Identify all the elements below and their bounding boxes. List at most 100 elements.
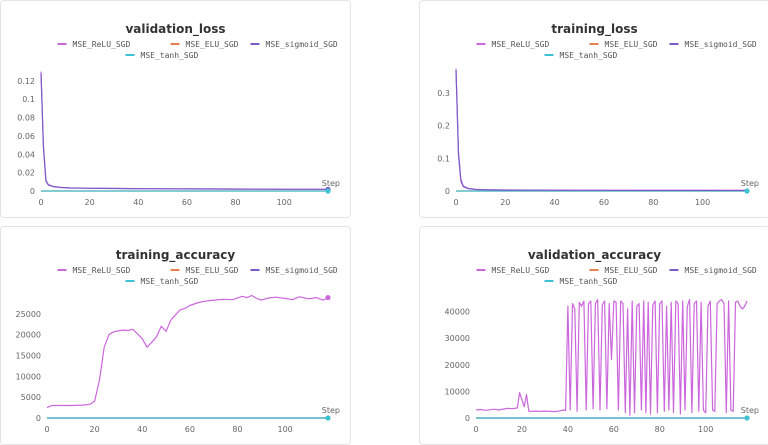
- legend-item-mse-sigmoid-sgd[interactable]: MSE_sigmoid_SGD: [669, 40, 757, 49]
- x-tick-label: 20: [85, 198, 95, 207]
- endpoint-marker-mse-tanh-sgd: [744, 188, 750, 194]
- legend-item-mse-elu-sgd[interactable]: MSE_ELU_SGD: [170, 266, 239, 275]
- y-tick-label: 10000: [16, 372, 41, 381]
- validation-loss-title: validation_loss: [125, 22, 225, 37]
- legend-label: MSE_tanh_SGD: [141, 51, 199, 60]
- y-tick-label: 0: [30, 187, 35, 196]
- y-tick-label: 0.12: [17, 77, 35, 86]
- x-tick-label: 100: [277, 425, 292, 434]
- legend-item-mse-elu-sgd[interactable]: MSE_ELU_SGD: [589, 266, 658, 275]
- legend-label: MSE_sigmoid_SGD: [685, 266, 757, 275]
- validation-loss-chart: validation_loss MSE_ReLU_SGD MSE_ELU_SGD MS…: [17, 22, 340, 207]
- x-tick-label: 100: [277, 198, 292, 207]
- endpoint-marker-mse-tanh-sgd: [744, 415, 750, 421]
- x-tick-label: 60: [182, 198, 192, 207]
- y-tick-label: 0.06: [17, 132, 35, 141]
- legend-item-mse-relu-sgd[interactable]: MSE_ReLU_SGD: [57, 266, 131, 275]
- series-line-mse-relu-sgd[interactable]: [40, 71, 329, 190]
- x-tick-label: 80: [230, 198, 240, 207]
- y-tick-label: 40000: [445, 308, 470, 317]
- legend-item-mse-tanh-sgd[interactable]: MSE_tanh_SGD: [125, 51, 199, 60]
- legend-item-mse-sigmoid-sgd[interactable]: MSE_sigmoid_SGD: [669, 266, 757, 275]
- legend-label: MSE_ReLU_SGD: [73, 40, 131, 49]
- legend-label: MSE_sigmoid_SGD: [266, 266, 338, 275]
- y-tick-label: 0.3: [437, 89, 450, 98]
- training-loss-panel[interactable]: training_loss MSE_ReLU_SGD MSE_ELU_SGD MSE_…: [419, 0, 768, 218]
- x-axis-label: Step: [322, 406, 340, 415]
- x-tick-label: 100: [695, 198, 710, 207]
- legend-item-mse-relu-sgd[interactable]: MSE_ReLU_SGD: [476, 266, 550, 275]
- y-tick-label: 0.2: [437, 122, 450, 131]
- x-tick-label: 80: [648, 198, 658, 207]
- legend-label: MSE_ReLU_SGD: [73, 266, 131, 275]
- y-tick-label: 30000: [445, 334, 470, 343]
- y-tick-label: 0: [465, 414, 470, 423]
- y-tick-label: 15000: [16, 352, 41, 361]
- y-tick-label: 20000: [445, 361, 470, 370]
- x-tick-label: 20: [500, 198, 510, 207]
- x-tick-label: 0: [453, 198, 458, 207]
- y-tick-label: 5000: [21, 393, 41, 402]
- validation-accuracy-panel[interactable]: validation_accuracy MSE_ReLU_SGD MSE_ELU_S…: [419, 226, 768, 445]
- x-tick-label: 40: [133, 198, 143, 207]
- x-tick-label: 20: [517, 425, 527, 434]
- training-accuracy-title: training_accuracy: [116, 248, 236, 263]
- training-accuracy-chart: training_accuracy MSE_ReLU_SGD MSE_ELU_SGD…: [16, 248, 340, 434]
- legend-label: MSE_ELU_SGD: [186, 266, 239, 275]
- series-line-mse-sigmoid-sgd[interactable]: [40, 73, 328, 190]
- x-tick-label: 60: [185, 425, 195, 434]
- legend-item-mse-tanh-sgd[interactable]: MSE_tanh_SGD: [544, 277, 618, 286]
- x-tick-label: 40: [550, 198, 560, 207]
- x-tick-label: 80: [232, 425, 242, 434]
- x-tick-label: 0: [473, 425, 478, 434]
- legend-label: MSE_ELU_SGD: [605, 40, 658, 49]
- series-line-mse-relu-sgd[interactable]: [475, 298, 748, 416]
- y-tick-label: 0: [445, 187, 450, 196]
- x-tick-label: 0: [44, 425, 49, 434]
- x-tick-label: 40: [563, 425, 573, 434]
- legend-item-mse-sigmoid-sgd[interactable]: MSE_sigmoid_SGD: [250, 40, 338, 49]
- validation-accuracy-chart: validation_accuracy MSE_ReLU_SGD MSE_ELU_S…: [445, 248, 759, 434]
- x-tick-label: 60: [609, 425, 619, 434]
- x-axis-label: Step: [741, 179, 759, 188]
- validation-loss-panel[interactable]: validation_loss MSE_ReLU_SGD MSE_ELU_SGD MS…: [0, 0, 351, 218]
- x-tick-label: 80: [655, 425, 665, 434]
- legend-label: MSE_ReLU_SGD: [492, 40, 550, 49]
- x-tick-label: 100: [698, 425, 713, 434]
- legend-label: MSE_ReLU_SGD: [492, 266, 550, 275]
- legend-label: MSE_sigmoid_SGD: [266, 40, 338, 49]
- legend-label: MSE_tanh_SGD: [560, 51, 618, 60]
- legend-label: MSE_sigmoid_SGD: [685, 40, 757, 49]
- x-tick-label: 60: [599, 198, 609, 207]
- legend-item-mse-sigmoid-sgd[interactable]: MSE_sigmoid_SGD: [250, 266, 338, 275]
- x-tick-label: 0: [38, 198, 43, 207]
- x-tick-label: 20: [90, 425, 100, 434]
- legend-item-mse-relu-sgd[interactable]: MSE_ReLU_SGD: [476, 40, 550, 49]
- legend-item-mse-tanh-sgd[interactable]: MSE_tanh_SGD: [544, 51, 618, 60]
- legend-label: MSE_ELU_SGD: [186, 40, 239, 49]
- y-tick-label: 0.04: [17, 150, 35, 159]
- training-loss-title: training_loss: [551, 22, 637, 37]
- x-axis-label: Step: [741, 406, 759, 415]
- series-line-mse-sigmoid-sgd[interactable]: [455, 70, 748, 192]
- endpoint-marker-mse-tanh-sgd: [325, 415, 331, 421]
- series-line-mse-relu-sgd[interactable]: [455, 68, 747, 191]
- legend-item-mse-elu-sgd[interactable]: MSE_ELU_SGD: [170, 40, 239, 49]
- endpoint-marker-mse-tanh-sgd: [325, 188, 331, 194]
- y-tick-label: 0.08: [17, 114, 35, 123]
- legend-item-mse-tanh-sgd[interactable]: MSE_tanh_SGD: [125, 277, 199, 286]
- training-accuracy-panel[interactable]: training_accuracy MSE_ReLU_SGD MSE_ELU_SGD…: [0, 226, 351, 445]
- legend-label: MSE_ELU_SGD: [605, 266, 658, 275]
- y-tick-label: 0.1: [437, 154, 450, 163]
- x-tick-label: 40: [137, 425, 147, 434]
- y-tick-label: 0.1: [22, 95, 35, 104]
- series-line-mse-relu-sgd[interactable]: [46, 294, 329, 409]
- y-tick-label: 0.02: [17, 169, 35, 178]
- x-axis-label: Step: [322, 179, 340, 188]
- y-tick-label: 25000: [16, 310, 41, 319]
- legend-item-mse-relu-sgd[interactable]: MSE_ReLU_SGD: [57, 40, 131, 49]
- endpoint-marker-mse-relu-sgd: [325, 294, 331, 301]
- legend-item-mse-elu-sgd[interactable]: MSE_ELU_SGD: [589, 40, 658, 49]
- legend-label: MSE_tanh_SGD: [141, 277, 199, 286]
